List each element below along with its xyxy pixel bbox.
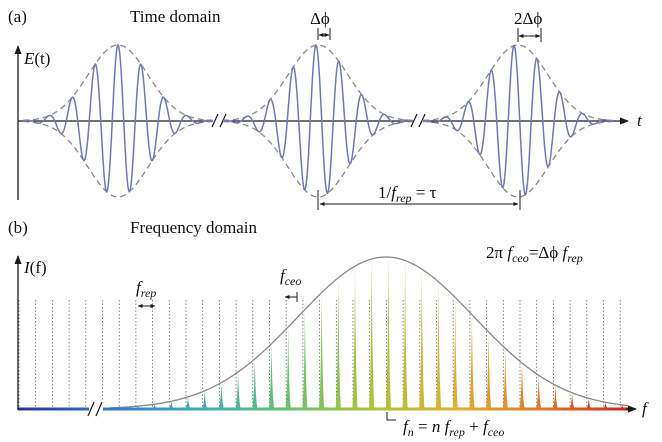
panel-a-x-label: t bbox=[637, 111, 643, 130]
phase-offset-marker-1: Δϕ bbox=[310, 9, 331, 40]
fceo-marker: fceo bbox=[280, 266, 301, 302]
period-label: 1/frep = τ bbox=[378, 183, 437, 205]
pulse-2-field bbox=[222, 43, 414, 195]
fn-pointer bbox=[386, 412, 396, 421]
comb-line bbox=[335, 277, 341, 409]
pulse-1-field bbox=[22, 43, 214, 193]
panel-a-y-label: E(t) bbox=[23, 49, 50, 68]
comb-line bbox=[302, 309, 308, 409]
comb-line bbox=[536, 375, 542, 409]
comb-line bbox=[385, 257, 391, 409]
comb-equation: fn = n frep + fceo bbox=[403, 417, 504, 439]
comb-line bbox=[168, 401, 174, 409]
spectrum-envelope bbox=[109, 256, 629, 409]
comb-line bbox=[502, 348, 508, 409]
phase-offset-label-2: 2Δϕ bbox=[514, 9, 542, 28]
period-marker: 1/frep = τ bbox=[317, 183, 521, 210]
panel-b: (b) Frequency domain I(f) f frep bbox=[8, 218, 649, 439]
pulse-3-field bbox=[423, 44, 614, 196]
comb-line bbox=[252, 359, 258, 409]
comb-lines bbox=[135, 257, 625, 409]
panel-a: (a) Time domain E(t) t Δ bbox=[8, 7, 643, 210]
comb-line bbox=[602, 402, 609, 409]
comb-line bbox=[519, 363, 525, 409]
comb-line bbox=[402, 260, 408, 409]
panel-a-label: (a) bbox=[8, 7, 27, 26]
comb-line bbox=[185, 396, 191, 409]
comb-line bbox=[285, 327, 291, 409]
comb-line bbox=[569, 392, 575, 409]
axis-break-3 bbox=[87, 400, 103, 418]
frep-marker: frep bbox=[136, 278, 156, 308]
comb-line bbox=[586, 398, 592, 409]
panel-a-title: Time domain bbox=[130, 7, 221, 26]
comb-line bbox=[469, 314, 475, 409]
comb-line bbox=[435, 281, 442, 409]
comb-line bbox=[268, 343, 275, 409]
comb-line bbox=[552, 385, 558, 409]
comb-grid-lines bbox=[18, 300, 621, 409]
comb-line bbox=[202, 390, 208, 409]
comb-line bbox=[419, 269, 425, 409]
comb-line bbox=[452, 297, 458, 409]
comb-line bbox=[369, 259, 375, 409]
panel-b-label: (b) bbox=[8, 218, 28, 237]
comb-line bbox=[486, 332, 492, 409]
comb-line bbox=[352, 266, 358, 409]
panel-b-y-label: I(f) bbox=[23, 258, 47, 277]
ceo-equation: 2π fceo=Δϕ frep bbox=[486, 243, 583, 265]
frep-label: frep bbox=[136, 278, 156, 300]
panel-b-title: Frequency domain bbox=[130, 218, 257, 237]
phase-offset-marker-2: 2Δϕ bbox=[514, 9, 542, 42]
panel-b-x-label: f bbox=[642, 399, 649, 418]
axis-break-2 bbox=[410, 113, 426, 129]
comb-line bbox=[235, 372, 241, 409]
pulse-1-envelope bbox=[22, 44, 214, 198]
fceo-label: fceo bbox=[280, 266, 301, 288]
comb-line bbox=[218, 382, 224, 409]
comb-line bbox=[319, 292, 325, 409]
phase-offset-label-1: Δϕ bbox=[310, 9, 330, 28]
pulse-2-envelope bbox=[222, 44, 414, 198]
